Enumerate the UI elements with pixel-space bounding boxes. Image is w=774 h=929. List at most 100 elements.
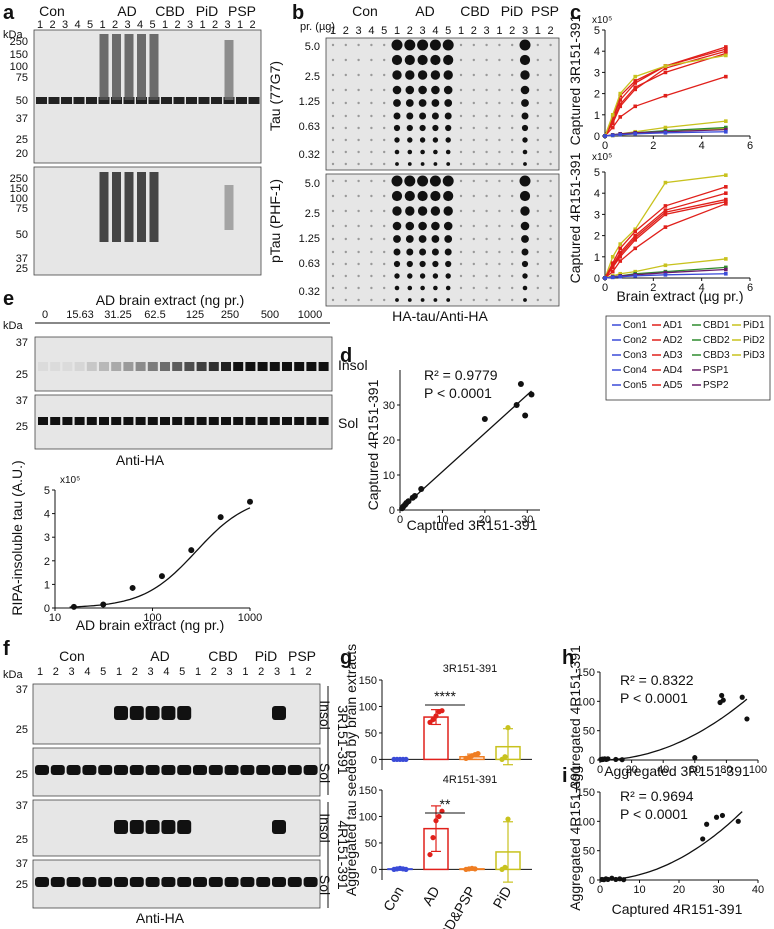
data-point	[633, 227, 638, 232]
dot	[549, 209, 552, 213]
mw-marker: 25	[16, 421, 28, 433]
data-point	[618, 132, 623, 137]
data-point	[633, 85, 638, 90]
dot	[417, 175, 429, 187]
dot	[521, 99, 529, 107]
group-label: PiD	[255, 648, 278, 664]
dot	[331, 114, 335, 118]
dot	[498, 162, 501, 166]
data-point	[724, 185, 728, 189]
dot	[485, 286, 488, 290]
dot	[344, 43, 347, 47]
lane-number: 2	[211, 666, 217, 678]
dot	[498, 194, 501, 198]
x-tick-label: 2	[650, 140, 656, 152]
dot	[392, 85, 402, 95]
dot	[498, 274, 501, 278]
dot	[344, 262, 347, 266]
dot	[420, 162, 425, 166]
blot-band	[177, 820, 192, 834]
mw-marker: 150	[10, 49, 28, 61]
dot	[549, 58, 552, 62]
chart-captured-vs-aggregated: 0 10 20 30 40 0 50 100 150	[577, 787, 764, 896]
construct-4r-label: 4R151-391	[335, 820, 351, 889]
blot-band	[303, 877, 318, 887]
dot	[405, 85, 415, 95]
blot-band	[136, 97, 147, 104]
dot	[511, 101, 514, 105]
legend-label: AD2	[663, 335, 683, 346]
concentration-label: 250	[221, 309, 239, 321]
blot-band	[86, 417, 97, 425]
group-label: PSP	[531, 3, 559, 19]
dot	[445, 285, 451, 291]
mw-marker: 37	[16, 253, 28, 265]
dot	[443, 54, 454, 66]
dot	[472, 114, 475, 118]
data-point	[158, 573, 165, 580]
y-tick-label: 2	[594, 231, 600, 243]
dot	[383, 262, 386, 266]
dot	[407, 273, 413, 279]
data-point	[633, 235, 638, 240]
data-point	[719, 692, 725, 699]
dot	[521, 248, 529, 256]
amount-label: 0.63	[299, 258, 320, 270]
blot-band	[114, 877, 128, 887]
dot	[511, 237, 514, 241]
data-point	[724, 265, 728, 270]
dot	[383, 88, 386, 92]
dot	[498, 58, 501, 62]
data-point	[610, 121, 615, 126]
blot-smear	[224, 185, 234, 230]
data-point	[663, 208, 668, 212]
dot	[485, 162, 488, 166]
dot	[549, 43, 552, 47]
insol-label: Insol	[338, 357, 368, 373]
lane-number: 3	[62, 19, 68, 31]
dot	[536, 58, 539, 62]
dot	[485, 224, 488, 228]
dot	[485, 274, 488, 278]
blot-band	[240, 765, 255, 775]
x-tick-label: 4	[699, 140, 705, 152]
x-axis-label: AD brain extract (ng pr.)	[76, 617, 225, 633]
blot-band	[129, 765, 144, 775]
dot	[405, 99, 414, 107]
legend-label: Con3	[623, 350, 647, 361]
dot	[519, 175, 531, 187]
dot	[498, 262, 501, 266]
construct-3r-label: 3R151-391	[335, 705, 351, 774]
dot	[472, 262, 475, 266]
blot-band	[208, 877, 223, 887]
y-axis-label: Aggregated 4R151-391	[567, 765, 583, 911]
dot	[446, 162, 451, 166]
fit-line	[399, 390, 532, 511]
series-line	[604, 50, 727, 137]
dot	[429, 39, 441, 51]
x-tick-label: 0	[397, 514, 403, 526]
panel-letter-c: c	[570, 2, 581, 24]
lane-number: 1	[242, 666, 248, 678]
dot	[357, 43, 360, 47]
lane-number: 2	[343, 25, 349, 37]
blot-band	[123, 417, 134, 425]
concentration-label: 500	[261, 309, 279, 321]
dot	[344, 138, 347, 142]
dot	[472, 150, 475, 154]
data-point	[505, 725, 511, 731]
dot	[357, 58, 360, 62]
blot-band	[50, 362, 61, 371]
dot	[498, 138, 501, 142]
data-point	[481, 416, 488, 422]
blot-band	[257, 417, 268, 425]
dot	[331, 274, 335, 278]
mw-marker: 20	[16, 148, 28, 160]
data-point	[528, 391, 535, 398]
dot	[446, 298, 451, 302]
y-tick-label: 4	[44, 509, 50, 521]
